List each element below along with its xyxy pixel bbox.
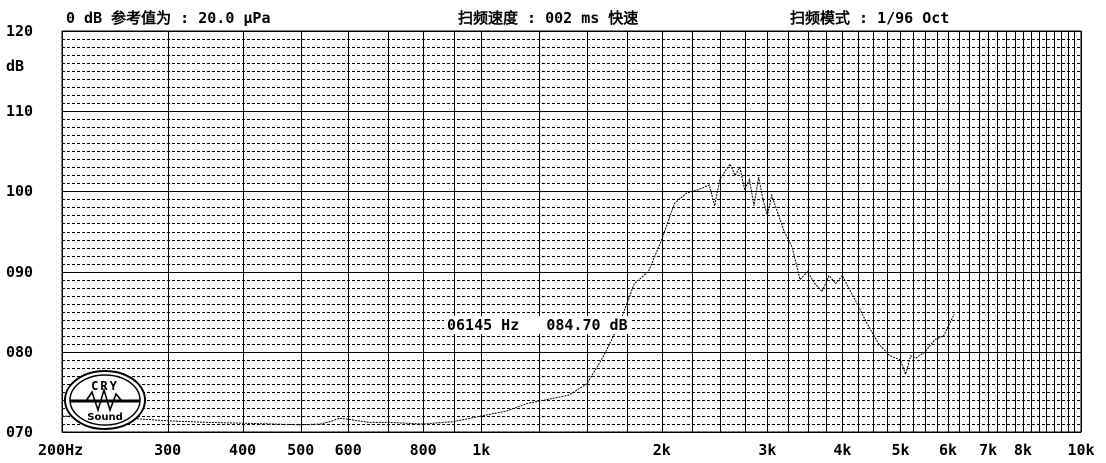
x-tick-label: 4k xyxy=(833,441,852,459)
x-tick-label: 800 xyxy=(409,441,437,459)
x-tick-label: 3k xyxy=(758,441,777,459)
x-tick-label: 600 xyxy=(334,441,362,459)
logo-text-top: CRY xyxy=(91,379,119,393)
x-tick-label: 200Hz xyxy=(38,441,84,459)
x-tick-label: 5k xyxy=(891,441,910,459)
x-tick-label: 2k xyxy=(652,441,671,459)
x-tick-label: 8k xyxy=(1013,441,1032,459)
x-tick-label: 500 xyxy=(287,441,315,459)
logo-text-bottom: Sound xyxy=(87,412,122,423)
minor-gridlines xyxy=(62,31,1081,432)
y-axis-unit-label: dB xyxy=(6,57,25,75)
sweep-mode-label: 扫频模式 : 1/96 Oct xyxy=(790,9,950,27)
x-tick-label: 10k xyxy=(1067,441,1095,459)
major-gridlines xyxy=(62,31,1082,433)
sweep-speed-label: 扫频速度 : 002 ms 快速 xyxy=(458,9,639,27)
x-tick-label: 300 xyxy=(154,441,182,459)
reference-level-label: 0 dB 参考值为 : 20.0 μPa xyxy=(66,9,271,27)
y-tick-label: 100 xyxy=(6,182,34,201)
y-tick-label: 110 xyxy=(6,102,34,121)
x-tick-label: 1k xyxy=(472,441,491,459)
x-tick-label: 6k xyxy=(938,441,957,459)
y-tick-label: 120 xyxy=(6,22,34,40)
x-tick-label: 7k xyxy=(979,441,998,459)
plot-frame xyxy=(61,30,1082,433)
y-tick-label: 080 xyxy=(6,342,34,361)
cursor-readout: 06145 Hz 084.70 dB xyxy=(444,316,631,334)
cry-sound-logo: CRY Sound xyxy=(62,368,148,432)
y-tick-label: 070 xyxy=(6,423,34,441)
x-tick-label: 400 xyxy=(229,441,257,459)
series-group xyxy=(61,163,955,426)
cursor-frequency: 06145 Hz xyxy=(447,316,520,334)
cursor-level: 084.70 dB xyxy=(546,316,628,334)
y-tick-label: 090 xyxy=(6,262,34,281)
series-line xyxy=(61,163,955,426)
